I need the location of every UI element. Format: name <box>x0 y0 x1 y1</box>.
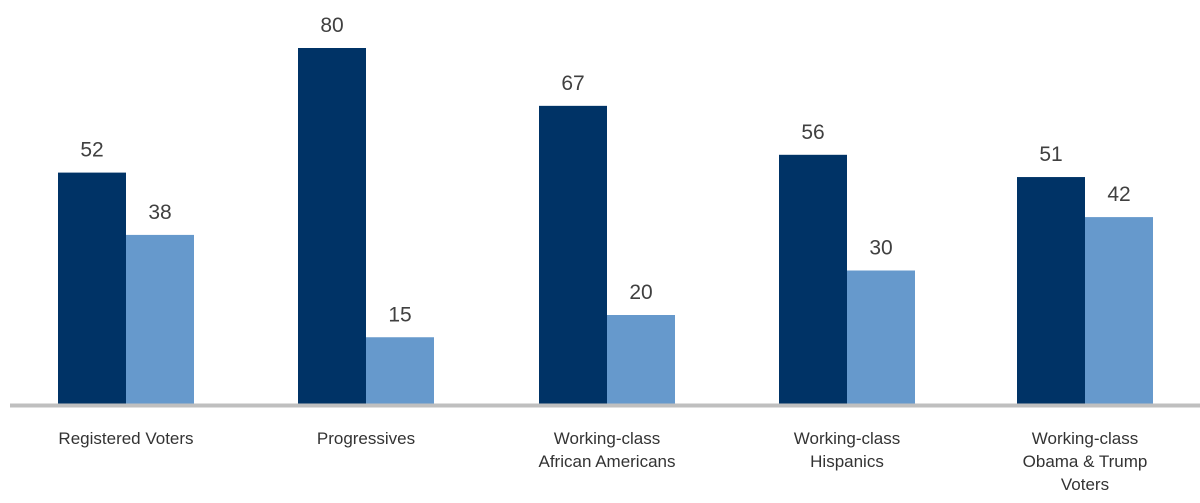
category-label-5-line2: Obama & Trump <box>1023 452 1148 471</box>
category-label-5-line1: Working-class <box>1032 429 1138 448</box>
value-label-series2-cat2: 15 <box>388 303 411 326</box>
value-label-series1-cat2: 80 <box>320 14 343 37</box>
value-label-series1-cat1: 52 <box>80 139 103 162</box>
value-labels-layer: 52 38 80 15 67 20 56 30 51 42 <box>80 14 1130 326</box>
category-label-3-line1: Working-class <box>554 429 660 448</box>
bar-series1-cat4 <box>779 154 847 404</box>
bar-series2-cat1 <box>126 234 194 404</box>
bar-series2-cat5 <box>1085 217 1153 404</box>
value-label-series2-cat4: 30 <box>869 237 892 260</box>
category-label-4-line1: Working-class <box>794 429 900 448</box>
value-label-series2-cat5: 42 <box>1107 183 1130 206</box>
bar-series1-cat2 <box>298 48 366 404</box>
category-labels-layer: Registered Voters Progressives Working-cla… <box>58 429 1147 494</box>
category-label-2-line1: Progressives <box>317 429 415 448</box>
value-label-series1-cat4: 56 <box>801 121 824 144</box>
value-label-series1-cat3: 67 <box>561 72 584 95</box>
category-label-5-line3: Voters <box>1061 475 1109 494</box>
bar-series1-cat1 <box>58 172 126 404</box>
category-label-3-line2: African Americans <box>539 452 676 471</box>
bars-layer <box>58 48 1153 404</box>
bar-series2-cat4 <box>847 270 915 404</box>
bar-series2-cat2 <box>366 337 434 404</box>
value-label-series2-cat3: 20 <box>629 281 652 304</box>
category-label-1-line1: Registered Voters <box>58 429 193 448</box>
bar-series1-cat3 <box>539 105 607 404</box>
value-label-series2-cat1: 38 <box>148 201 171 224</box>
bar-series1-cat5 <box>1017 177 1085 404</box>
bar-series2-cat3 <box>607 315 675 404</box>
value-label-series1-cat5: 51 <box>1039 143 1062 166</box>
category-label-4-line2: Hispanics <box>810 452 884 471</box>
